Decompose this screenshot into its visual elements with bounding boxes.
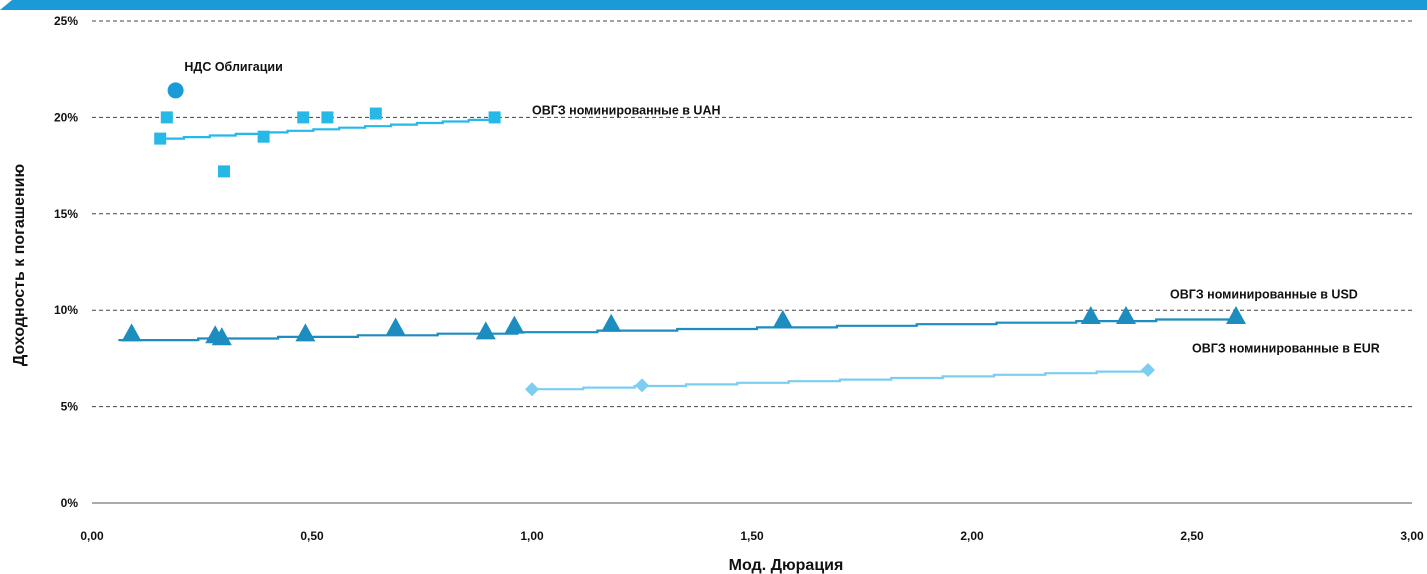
data-point-triangle (772, 309, 793, 328)
data-point-square (257, 130, 270, 143)
data-point-square (321, 111, 334, 124)
data-point-triangle (211, 327, 232, 346)
y-tick-label: 5% (61, 400, 79, 414)
x-tick-label: 0,50 (300, 529, 324, 543)
data-points (121, 82, 1246, 397)
axes: 0% 5% 10% 15% 20% 25% 0,00 0,50 1,00 1,50 2,00 2,50… (54, 14, 1424, 543)
y-tick-label: 25% (54, 14, 78, 28)
data-point-triangle (1080, 305, 1101, 324)
y-tick-label: 20% (54, 110, 78, 124)
x-tick-label: 0,00 (80, 529, 104, 543)
data-point-diamond (635, 378, 649, 393)
y-tick-label: 10% (54, 303, 78, 317)
x-axis-title: Мод. Дюрация (729, 557, 844, 574)
y-axis-title: Доходность к погашению (11, 164, 28, 367)
data-point-diamond (1141, 362, 1155, 377)
data-point-triangle (601, 313, 622, 332)
series-annotation: ОВГЗ номинированные в EUR (1192, 342, 1380, 356)
trend-line (118, 317, 1238, 342)
y-tick-label: 0% (61, 496, 79, 510)
data-point-triangle (1116, 305, 1136, 324)
series-annotation: ОВГЗ номинированные в UAH (532, 104, 721, 118)
trend-line (158, 118, 496, 140)
annotations: НДС Облигации ОВГЗ номинированные в UAH ОВ… (184, 60, 1379, 355)
x-tick-label: 2,50 (1180, 529, 1204, 543)
data-point-triangle (385, 317, 406, 336)
data-point-square (297, 111, 310, 124)
data-point-triangle (475, 321, 496, 340)
data-point-square (160, 111, 173, 124)
data-point-circle (167, 82, 184, 99)
data-point-square (369, 107, 382, 120)
data-point-square (488, 111, 501, 124)
x-tick-label: 3,00 (1400, 529, 1424, 543)
data-point-triangle (504, 315, 525, 334)
data-point-triangle (295, 323, 316, 342)
data-point-triangle (1226, 305, 1246, 324)
header-accent-bar (0, 0, 1427, 10)
data-point-triangle (121, 323, 142, 342)
data-point-diamond (525, 382, 539, 397)
trend-lines (118, 118, 1238, 391)
y-tick-label: 15% (54, 207, 78, 221)
trend-line (532, 370, 1150, 391)
x-tick-label: 1,00 (520, 529, 544, 543)
series-annotation: НДС Облигации (184, 60, 282, 74)
data-point-square (154, 132, 167, 145)
gridlines (92, 20, 1412, 408)
x-tick-label: 1,50 (740, 529, 764, 543)
x-tick-label: 2,00 (960, 529, 984, 543)
series-annotation: ОВГЗ номинированные в USD (1170, 288, 1358, 302)
data-point-square (218, 165, 230, 178)
